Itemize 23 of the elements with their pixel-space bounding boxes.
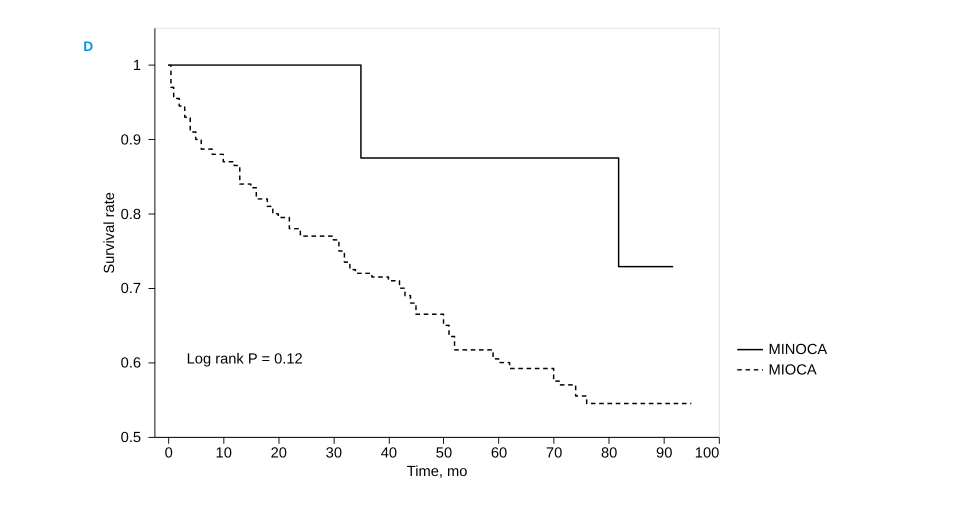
y-tick-label: 0.7 xyxy=(120,281,142,298)
annotation: Log rank P = 0.12 xyxy=(186,351,303,368)
text: D xyxy=(83,38,94,54)
x-tick-label: 60 xyxy=(490,446,508,462)
y-tick-label: 0.8 xyxy=(120,206,142,223)
x-tick-label: 80 xyxy=(601,446,618,462)
x-tick-label: 0 xyxy=(164,446,173,462)
x-axis-title: Time, mo xyxy=(406,464,468,480)
y-tick-label: 0.5 xyxy=(120,430,142,446)
y-axis-title: Survival rate xyxy=(102,192,118,274)
x-tick-label: 20 xyxy=(270,446,287,462)
x-tick-label: 50 xyxy=(436,446,452,462)
x-tick-label: 90 xyxy=(656,446,672,462)
y-tick-label: 0.9 xyxy=(120,132,142,148)
legend-label: MIOCA xyxy=(768,362,817,378)
x-tick-label: 10 xyxy=(216,446,232,462)
y-tick-label: 1 xyxy=(132,58,142,74)
x-tick-label: 70 xyxy=(546,446,562,462)
legend-label: MINOCA xyxy=(768,342,828,358)
y-tick-label: 0.6 xyxy=(120,356,142,372)
x-tick-label: 100 xyxy=(694,446,720,462)
x-tick-label: 30 xyxy=(326,446,342,462)
x-tick-label: 40 xyxy=(380,446,398,462)
